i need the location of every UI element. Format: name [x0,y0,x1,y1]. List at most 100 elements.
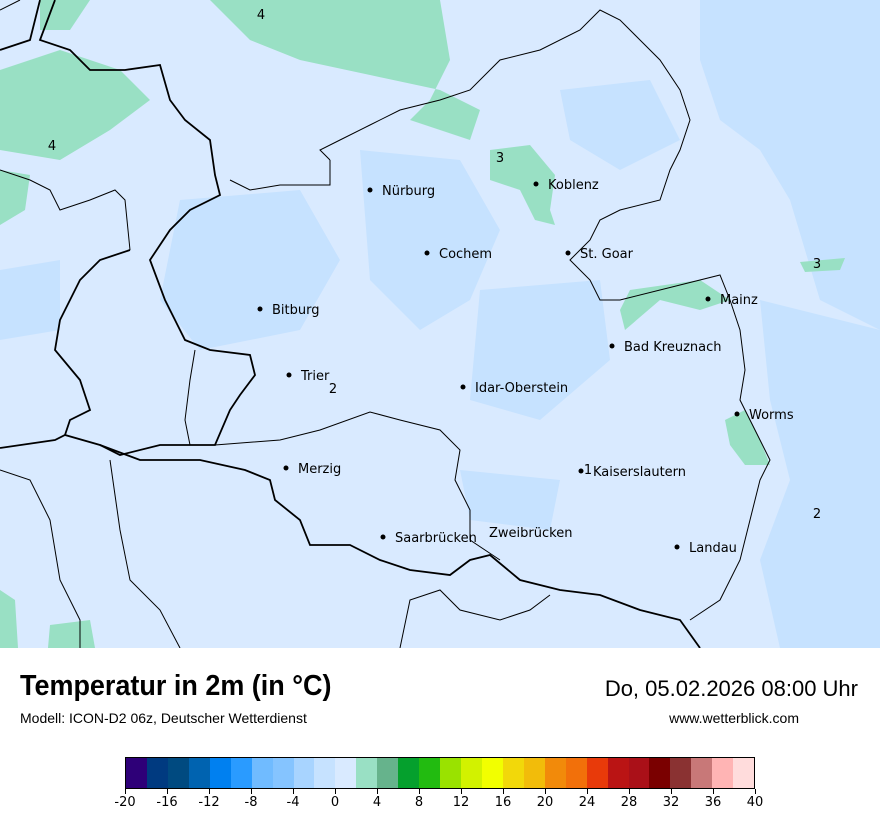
legend-tick-label: 40 [746,795,764,810]
legend-swatch [440,758,461,788]
legend-tick-mark [335,789,336,794]
legend-swatch [649,758,671,788]
legend-swatch [293,758,315,788]
borders [0,0,771,648]
legend-swatch [398,758,420,788]
legend-tick-mark [293,789,294,794]
legend-swatch [126,758,147,788]
color-legend [125,757,755,789]
legend-tick-label: 0 [330,795,340,810]
legend-swatch [377,758,399,788]
city-dot [286,372,292,378]
legend-tick-label: -12 [198,795,220,810]
legend-swatch [502,758,524,788]
legend-tick-label: 28 [620,795,638,810]
contour-label: 2 [329,382,337,397]
legend-tick-mark [545,789,546,794]
temperature-map[interactable]: Nürburg Koblenz Cochem St. Goar Bitburg Mainz… [0,0,880,648]
legend-swatch [461,758,482,788]
legend-tick-mark [251,789,252,794]
legend-swatch [167,758,189,788]
legend-tick-label: 20 [536,795,554,810]
legend-swatch [586,758,608,788]
legend-tick-label: 12 [452,795,470,810]
legend-swatch [607,758,629,788]
legend-tick-label: 36 [704,795,722,810]
city-label: Cochem [439,247,492,262]
contour-label: 3 [496,151,504,166]
map-title: Temperatur in 2m (in °C) [20,670,332,702]
legend-swatch [565,758,587,788]
legend-tick-label: 8 [414,795,424,810]
city-label: Mainz [720,293,758,308]
legend-swatch [230,758,252,788]
model-subtitle: Modell: ICON-D2 06z, Deutscher Wetterdie… [20,710,307,726]
light-blue-areas [0,0,880,648]
city-label-zweibruecken: Zweibrücken [489,526,572,541]
city-label: Trier [300,369,330,384]
city-label: Koblenz [548,178,599,193]
legend-tick-mark [503,789,504,794]
contour-label: 2 [813,507,821,522]
legend-tick-mark [167,789,168,794]
contour-label: 3 [813,257,821,272]
legend-swatch [188,758,210,788]
city-dot [705,296,711,302]
legend-tick-label: -16 [156,795,178,810]
legend-swatch [733,758,755,788]
legend-tick-mark [629,789,630,794]
legend-swatch [544,758,566,788]
city-dot [257,306,263,312]
legend-swatch [335,758,357,788]
contour-label: 4 [48,139,56,154]
legend-tick-mark [419,789,420,794]
website-link[interactable]: www.wetterblick.com [669,710,799,726]
legend-swatch [481,758,503,788]
green-areas [0,0,845,648]
legend-tick-label: -8 [244,795,258,810]
city-dot [533,181,539,187]
city-label: Idar-Oberstein [475,381,568,396]
legend-swatch [146,758,168,788]
city-label: Nürburg [382,184,435,199]
city-dot [424,250,430,256]
forecast-datetime: Do, 05.02.2026 08:00 Uhr [604,676,858,701]
city-dot [565,250,571,256]
city-dot [578,468,584,474]
city-dot [283,465,289,471]
legend-tick-mark [461,789,462,794]
legend-swatch [356,758,378,788]
legend-tick-mark [755,789,756,794]
legend-swatch [628,758,650,788]
legend-tick-label: 24 [578,795,596,810]
legend-tick-label: -4 [286,795,300,810]
city-markers: Nürburg Koblenz Cochem St. Goar Bitburg Mainz… [257,178,794,556]
contour-label: 1 [584,463,592,478]
city-label: Merzig [298,462,341,477]
legend-tick-label: 32 [662,795,680,810]
legend-swatch [272,758,294,788]
legend-swatch [712,758,734,788]
legend-tick-label: 4 [372,795,382,810]
city-label: Landau [689,541,737,556]
legend-swatch [523,758,545,788]
contour-label: 4 [257,8,265,23]
legend-tick-mark [671,789,672,794]
legend-ticks: -20 -16 -12 -8 -4 0 4 8 12 16 20 24 28 32 36 40 [114,789,763,810]
legend-swatch [251,758,273,788]
city-label: Kaiserslautern [593,465,686,480]
contour-labels: 4 4 3 3 2 1 2 [48,8,821,522]
legend-swatch [670,758,692,788]
legend-tick-mark [713,789,714,794]
legend-swatch [209,758,231,788]
legend-swatch [419,758,441,788]
city-dot [367,187,373,193]
legend-tick-mark [377,789,378,794]
city-label: Bad Kreuznach [624,340,722,355]
city-label: Saarbrücken [395,531,477,546]
city-dot [609,343,615,349]
legend-tick-mark [125,789,126,794]
city-dot [674,544,680,550]
city-dot [734,411,740,417]
city-label: St. Goar [580,247,634,262]
